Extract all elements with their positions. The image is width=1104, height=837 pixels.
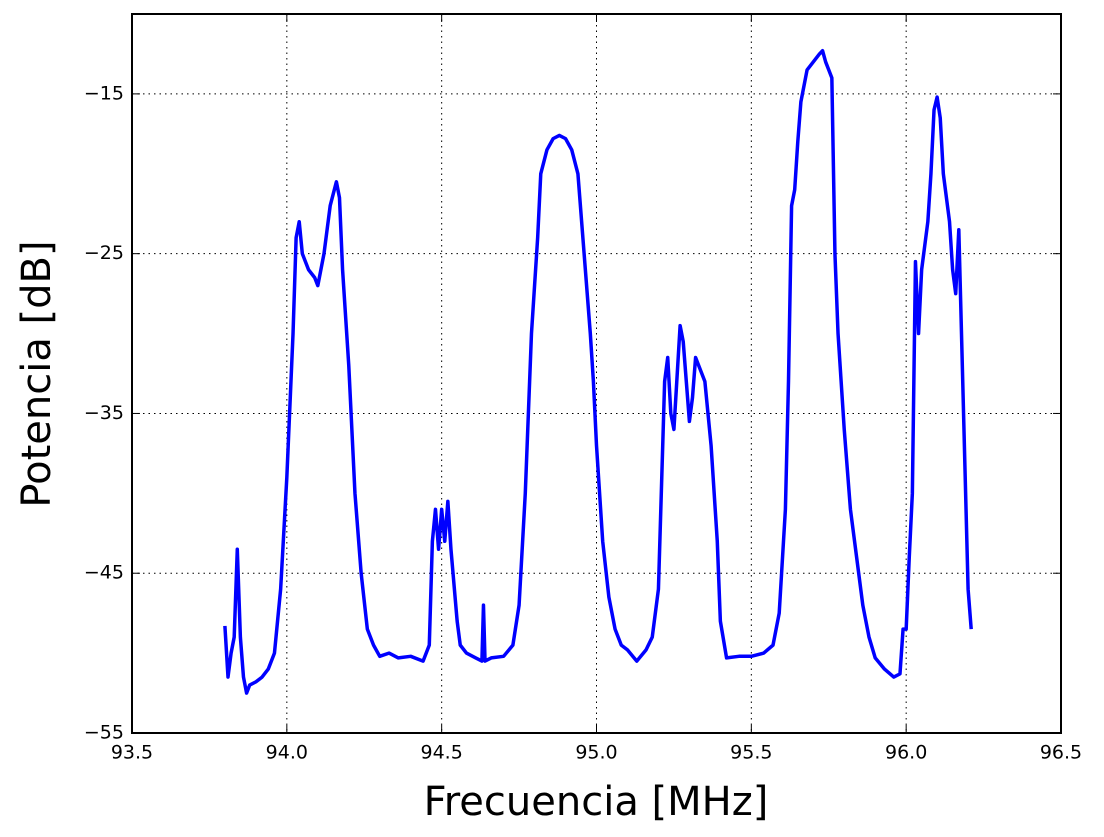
x-tick-label: 95.5: [730, 742, 772, 764]
y-tick-label: −35: [84, 402, 124, 424]
y-tick-label: −25: [84, 242, 124, 264]
x-axis-label: Frecuencia [MHz]: [424, 779, 769, 825]
x-tick-label: 94.0: [266, 742, 308, 764]
data-line: [223, 49, 973, 695]
y-axis-label: Potencia [dB]: [14, 240, 60, 507]
y-tick-label: −15: [84, 82, 124, 104]
x-tick-label: 93.5: [111, 742, 153, 764]
x-tick-label: 96.0: [885, 742, 927, 764]
x-tick-label: 95.0: [575, 742, 617, 764]
plot-frame: [131, 13, 1062, 734]
x-tick-label: 96.5: [1040, 742, 1082, 764]
y-tick-label: −55: [84, 722, 124, 744]
x-tick-label: 94.5: [421, 742, 463, 764]
y-tick-label: −45: [84, 562, 124, 584]
